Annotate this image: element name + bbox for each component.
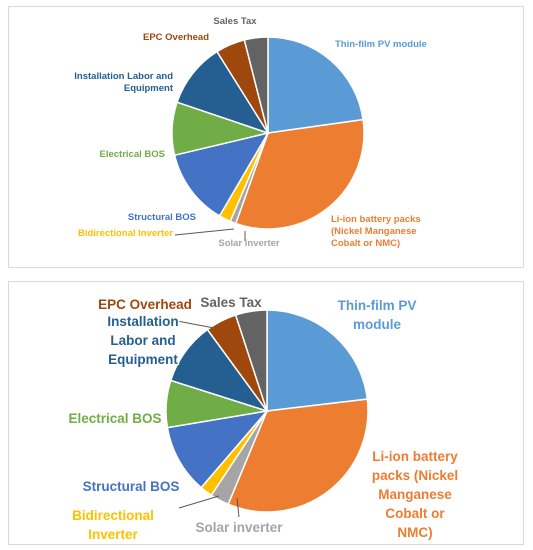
pie-slice-thin-film-pv-module: [266, 309, 369, 412]
leader-line-bidirectional-inverter: [178, 495, 220, 509]
label-li-ion-battery-packs: Li-ion battery packs (Nickel Manganese Coba…: [372, 449, 458, 540]
pie-chart-bottom: Thin-film PV module Li-ion battery packs (N…: [67, 294, 460, 544]
pie-slice-structural-bos: [173, 131, 270, 217]
pie-slice-li-ion-battery-packs: [227, 398, 369, 513]
pie-slice-installation-labor-equipment: [176, 50, 270, 135]
pie-slice-thin-film-pv-module: [267, 36, 364, 134]
label-installation-labor-equipment: Installation Labor and Equipment: [74, 71, 174, 94]
label-bidirectional-inverter: Bidirectional Inverter: [78, 228, 173, 239]
label-solar-inverter: Solar inverter: [195, 520, 283, 535]
label-solar-inverter: Solar inverter: [218, 238, 280, 249]
pie-slice-sales-tax: [243, 36, 269, 134]
label-sales-tax: Sales Tax: [200, 295, 262, 310]
pie-slice-sales-tax: [234, 309, 268, 412]
pie-chart-bottom-panel: Thin-film PV module Li-ion battery packs (N…: [8, 281, 524, 545]
pie-chart-top-panel: Thin-film PV module Li-ion battery packs(…: [8, 6, 524, 268]
label-electrical-bos: Electrical BOS: [100, 149, 165, 160]
label-li-ion-battery-packs: Li-ion battery packs (Nickel Manganese Cob…: [331, 214, 421, 249]
label-installation-labor-equipment: Installation Labor and Equipment: [107, 314, 178, 367]
label-bidirectional-inverter: Bidirectional Inverter: [72, 508, 154, 542]
pie-slice-structural-bos: [166, 409, 269, 489]
label-epc-overhead: EPC Overhead: [98, 297, 192, 312]
leader-line-bidirectional-inverter: [174, 228, 235, 236]
label-structural-bos: Structural BOS: [83, 479, 180, 494]
label-thin-film-pv-module: Thin-film PV module: [335, 39, 427, 50]
leader-line-epc-overhead: [171, 319, 215, 329]
leader-line-solar-inverter: [236, 497, 240, 518]
pie-slice-li-ion-battery-packs: [234, 118, 365, 230]
label-epc-overhead: EPC Overhead: [143, 32, 209, 43]
label-thin-film-pv-module: Thin-film PV module: [338, 298, 417, 332]
pie-chart-top: Thin-film PV module Li-ion battery packs(…: [74, 16, 427, 249]
label-structural-bos: Structural BOS: [128, 212, 196, 223]
label-sales-tax: Sales Tax: [213, 16, 257, 27]
label-electrical-bos: Electrical BOS: [68, 411, 161, 426]
